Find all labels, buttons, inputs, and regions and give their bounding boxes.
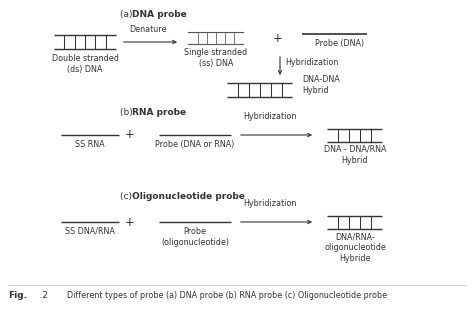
Text: .2: .2	[28, 291, 48, 300]
Text: Hybridization: Hybridization	[285, 58, 338, 67]
Text: DNA-DNA
Hybrid: DNA-DNA Hybrid	[302, 75, 340, 95]
Text: DNA/RNA-
oligonucleotide
Hybride: DNA/RNA- oligonucleotide Hybride	[324, 232, 386, 263]
Text: (b): (b)	[120, 108, 136, 117]
Text: DNA probe: DNA probe	[132, 10, 187, 19]
Text: Hybridization: Hybridization	[243, 112, 297, 121]
Text: SS RNA: SS RNA	[75, 140, 105, 149]
Text: +: +	[125, 129, 135, 141]
Text: Oligonucleotide probe: Oligonucleotide probe	[132, 192, 245, 201]
Text: Different types of probe (a) DNA probe (b) RNA probe (c) Oligonucleotide probe: Different types of probe (a) DNA probe (…	[62, 291, 387, 300]
Text: (a): (a)	[120, 10, 136, 19]
Text: Probe
(oligonucleotide): Probe (oligonucleotide)	[161, 227, 229, 247]
Text: Single stranded
(ss) DNA: Single stranded (ss) DNA	[184, 48, 247, 68]
Text: Probe (DNA or RNA): Probe (DNA or RNA)	[155, 140, 235, 149]
Text: Hybridization: Hybridization	[243, 199, 297, 208]
Text: Probe (DNA): Probe (DNA)	[315, 39, 365, 48]
Text: SS DNA/RNA: SS DNA/RNA	[65, 227, 115, 236]
Text: RNA probe: RNA probe	[132, 108, 186, 117]
Text: +: +	[125, 215, 135, 228]
Text: +: +	[273, 32, 283, 45]
Text: Denature: Denature	[129, 25, 167, 34]
Text: DNA - DNA/RNA
Hybrid: DNA - DNA/RNA Hybrid	[324, 145, 386, 165]
Text: Fig.: Fig.	[8, 291, 27, 300]
Text: Double stranded
(ds) DNA: Double stranded (ds) DNA	[52, 54, 118, 74]
Text: (c): (c)	[120, 192, 135, 201]
